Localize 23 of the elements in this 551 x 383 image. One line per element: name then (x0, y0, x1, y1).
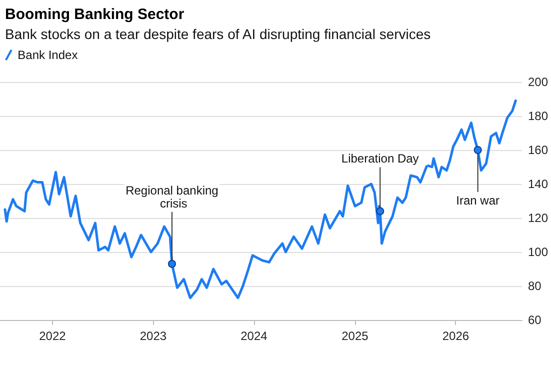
y-tick-label: 140 (528, 177, 548, 191)
y-tick-label: 120 (528, 211, 548, 225)
x-tick-label: 2026 (442, 329, 470, 343)
point (376, 207, 384, 216)
point (474, 146, 482, 154)
x-tick-label: 2025 (342, 329, 369, 343)
chart-title: Booming Banking Sector (5, 6, 184, 23)
y-tick-label: 60 (528, 313, 542, 327)
annotation: Iran war (456, 194, 500, 208)
annotation: Liberation Day (341, 152, 419, 166)
y-tick-label: 80 (528, 279, 542, 293)
point (168, 260, 176, 268)
x-tick-label: 2022 (39, 329, 66, 343)
chart-subtitle: Bank stocks on a tear despite fears of AI disrupting financial services (5, 26, 431, 42)
y-tick-label: 200 (528, 75, 548, 89)
annotation: Regional banking crisis (126, 183, 218, 210)
legend-label: Bank Index (18, 48, 78, 62)
y-tick-label: 180 (528, 109, 548, 123)
x-tick-label: 2024 (240, 329, 268, 343)
line-series (4, 99, 517, 300)
y-tick-label: 100 (528, 245, 548, 259)
x-tick-label: 2023 (140, 329, 167, 343)
y-tick-label: 160 (528, 143, 548, 157)
